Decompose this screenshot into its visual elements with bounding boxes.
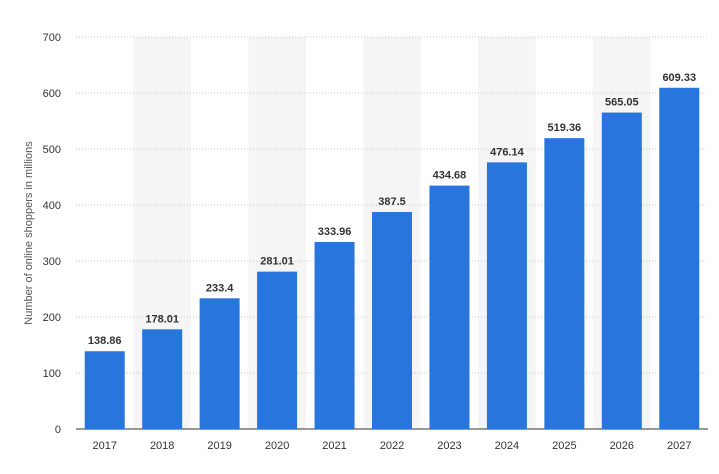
x-tick-label-2017: 2017 [92,440,116,452]
y-tick-label-300: 300 [43,256,61,268]
x-tick-label-2019: 2019 [207,440,231,452]
y-tick-label-700: 700 [43,32,61,44]
bar-2020[interactable] [257,271,298,429]
bar-2027[interactable] [659,87,700,429]
x-tick-label-2022: 2022 [380,440,404,452]
bar-value-label-2019: 233.4 [206,282,234,294]
bar-value-label-2021: 333.96 [318,226,352,238]
x-tick-label-2023: 2023 [437,440,461,452]
bar-value-label-2025: 519.36 [548,122,582,134]
y-tick-label-0: 0 [55,424,61,436]
x-tick-label-2021: 2021 [322,440,346,452]
bar-2017[interactable] [84,351,125,429]
bar-2025[interactable] [544,138,585,430]
bar-2026[interactable] [601,112,642,430]
bar-2022[interactable] [372,212,412,429]
y-tick-label-200: 200 [43,312,61,324]
x-tick-label-2025: 2025 [552,440,576,452]
bar-value-labels: 138.86 178.01 233.4 281.01 333.96 387.5 434.68… [88,72,696,347]
x-tick-label-2018: 2018 [150,440,174,452]
y-tick-label-400: 400 [43,200,61,212]
bar-2019[interactable] [199,298,240,429]
bar-value-label-2018: 178.01 [145,313,179,325]
x-tick-label-2020: 2020 [265,440,289,452]
x-tick-label-2026: 2026 [610,440,634,452]
bar-value-label-2017: 138.86 [88,335,122,347]
bar-value-label-2024: 476.14 [490,146,525,158]
bar-value-label-2023: 434.68 [433,170,467,182]
y-axis: 0 100 200 300 400 500 600 700 [43,32,61,436]
x-tick-label-2024: 2024 [495,440,519,452]
bar-value-label-2027: 609.33 [662,72,696,84]
y-tick-label-600: 600 [43,88,61,100]
bar-value-label-2026: 565.05 [605,97,639,109]
bar-2024[interactable] [486,162,527,429]
x-tick-label-2027: 2027 [667,440,691,452]
y-axis-title: Number of online shoppers in millions [23,141,35,325]
x-axis: 2017 2018 2019 2020 2021 2022 2023 2024 2025 2026… [92,440,691,452]
bar-2018[interactable] [142,329,183,429]
bar-2023[interactable] [429,185,470,429]
y-tick-label-500: 500 [43,144,61,156]
bar-value-label-2020: 281.01 [260,256,294,268]
bars [84,87,700,430]
bar-2021[interactable] [314,241,355,429]
bar-value-label-2022: 387.5 [378,196,406,208]
y-tick-label-100: 100 [43,368,61,380]
